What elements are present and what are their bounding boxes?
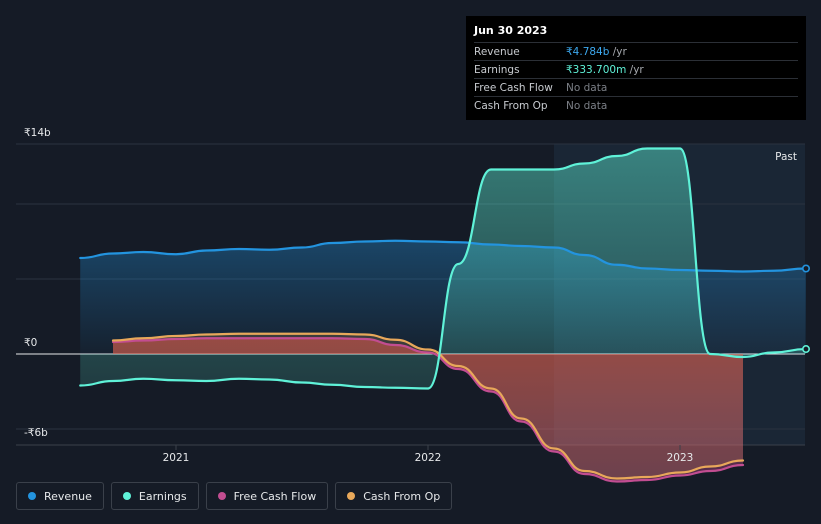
area-free-cash-flow <box>113 338 743 482</box>
x-axis: 2021 2022 2023 <box>163 445 694 464</box>
y-tick-label: ₹14b <box>24 127 51 139</box>
legend-item-cash-from-op[interactable]: Cash From Op <box>335 482 453 510</box>
tooltip-label: Free Cash Flow <box>474 81 553 94</box>
x-tick-label: 2021 <box>163 452 190 464</box>
legend-item-revenue[interactable]: Revenue <box>16 482 104 510</box>
series-line-free-cash-flow <box>111 337 745 483</box>
y-axis: ₹14b ₹0 -₹6b <box>24 127 51 439</box>
tooltip-row-cash-from-op: Cash From Op No data <box>474 96 798 114</box>
tooltip: Jun 30 2023 Revenue ₹4.784b /yr Earnings… <box>466 16 806 120</box>
y-tick-label: ₹0 <box>24 337 37 349</box>
x-tick-label: 2023 <box>667 452 694 464</box>
series-lines <box>79 147 810 483</box>
tooltip-label: Cash From Op <box>474 99 548 112</box>
tooltip-unit: /yr <box>626 63 644 76</box>
legend-label: Free Cash Flow <box>233 489 317 503</box>
tooltip-value: No data <box>566 99 608 112</box>
y-tick-label: -₹6b <box>24 427 48 439</box>
tooltip-value: No data <box>566 81 608 94</box>
legend: Revenue Earnings Free Cash Flow Cash Fro… <box>16 482 453 510</box>
revenue-dot-icon <box>28 492 36 500</box>
series-line-earnings <box>79 147 808 390</box>
series-line-revenue <box>79 239 808 273</box>
tooltip-date: Jun 30 2023 <box>474 24 548 37</box>
tooltip-unit: /yr <box>609 45 627 58</box>
cash-from-op-dot-icon <box>347 492 356 500</box>
area-cash-from-op <box>113 333 743 479</box>
tooltip-label: Revenue <box>474 45 520 58</box>
end-point-revenue <box>801 264 810 273</box>
area-earnings <box>80 148 807 389</box>
legend-label: Cash From Op <box>363 489 441 503</box>
tooltip-value: ₹333.700m <box>566 63 627 76</box>
series-line-cash-from-op <box>111 332 745 480</box>
series-areas <box>80 148 807 482</box>
x-tick-label: 2022 <box>415 452 442 464</box>
legend-item-free-cash-flow[interactable]: Free Cash Flow <box>205 482 329 510</box>
tooltip-row-free-cash-flow: Free Cash Flow No data <box>474 78 798 96</box>
tooltip-value: ₹4.784b <box>566 45 610 58</box>
tooltip-label: Earnings <box>474 63 520 76</box>
legend-label: Earnings <box>138 489 187 503</box>
legend-item-earnings[interactable]: Earnings <box>110 482 199 510</box>
tooltip-row-revenue: Revenue ₹4.784b /yr <box>474 42 798 60</box>
tooltip-row-earnings: Earnings ₹333.700m /yr <box>474 60 798 78</box>
past-label: Past <box>775 151 797 163</box>
legend-label: Revenue <box>44 489 92 503</box>
free-cash-flow-dot-icon <box>217 492 226 500</box>
earnings-dot-icon <box>122 492 131 500</box>
end-point-earnings <box>801 345 810 354</box>
